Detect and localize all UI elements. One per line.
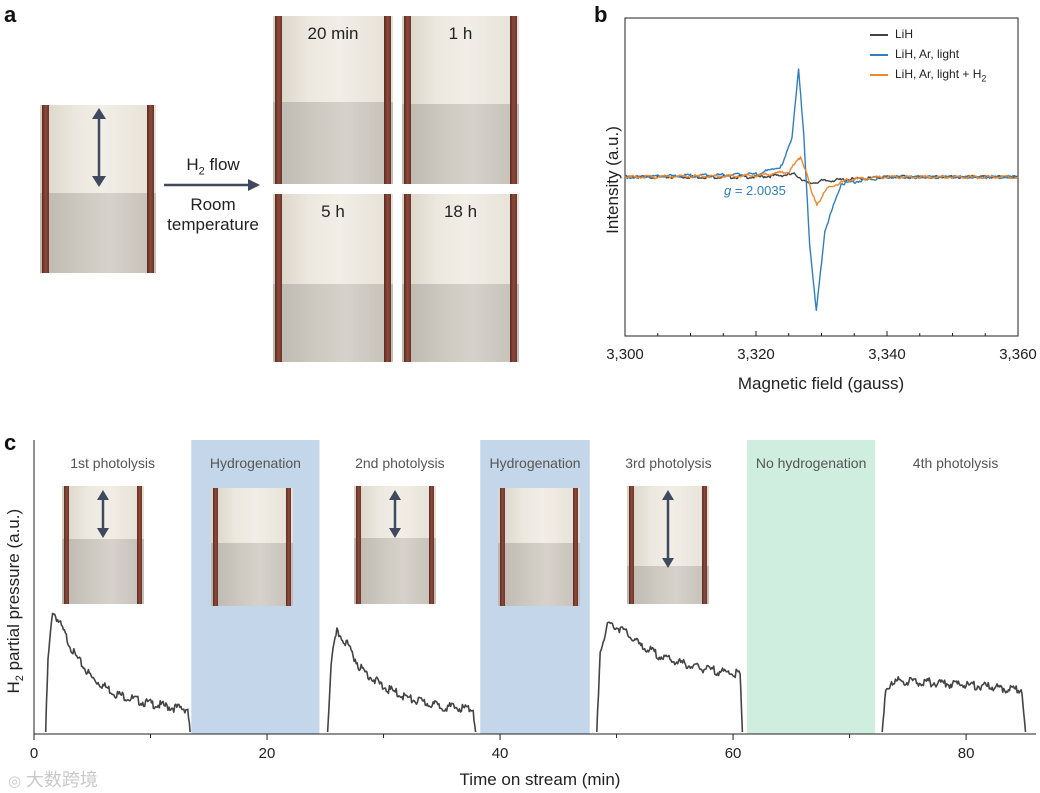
- panel-letter-c: c: [4, 430, 17, 455]
- c-xlabel: Time on stream (min): [459, 770, 621, 789]
- pressure-segment-3: [881, 676, 1027, 733]
- room-temperature-label: Room temperature: [167, 195, 259, 234]
- phase-band-5: [747, 440, 876, 734]
- phase-label-6: 4th photolysis: [912, 455, 999, 471]
- epr-xtick-0: 3,300: [606, 346, 644, 363]
- c-xtick-label-0: 0: [29, 745, 39, 762]
- c-ylabel: H2 partial pressure (a.u.): [3, 508, 27, 694]
- epr-xtick-3: 3,360: [999, 346, 1037, 363]
- tube-photo-18h: 18 h: [402, 194, 519, 362]
- panel-letter-b: b: [594, 2, 608, 27]
- legend-swatch-lih-ar-light-h2: [870, 74, 888, 76]
- h2-flow-label: H2 flow: [186, 155, 240, 178]
- initial-height-arrow: [92, 108, 260, 191]
- epr-xtick-1: 3,320: [737, 346, 775, 363]
- epr-series-2: [625, 156, 1019, 207]
- watermark-icon: ◎: [8, 772, 26, 790]
- epr-g-annotation: g = 2.0035: [724, 183, 786, 198]
- epr-xtick-2: 3,340: [868, 346, 906, 363]
- legend-label-lih-ar-light: LiH, Ar, light: [895, 47, 960, 61]
- phase-label-2: 2nd photolysis: [355, 455, 445, 471]
- epr-xlabel: Magnetic field (gauss): [737, 374, 905, 393]
- legend-swatch-lih-ar-light: [870, 54, 888, 56]
- legend-label-lih: LiH: [895, 27, 914, 41]
- c-xtick-label-3: 60: [724, 745, 742, 762]
- phase-label-1: Hydrogenation: [209, 455, 301, 471]
- photo-hydrogenation-2: [498, 488, 580, 606]
- epr-spectrum-chart: [624, 17, 1019, 337]
- panel-letter-a: a: [4, 2, 17, 27]
- tube-photo-20min: 20 min: [273, 16, 393, 184]
- watermark: ◎ 大数跨境: [8, 770, 98, 791]
- phase-label-0: 1st photolysis: [70, 455, 156, 471]
- pressure-segment-2: [596, 621, 744, 733]
- photo-1st-photolysis: [62, 486, 144, 604]
- legend-swatch-lih: [870, 34, 888, 36]
- legend-label-lih-ar-light-h2: LiH, Ar, light + H2: [895, 67, 987, 84]
- c-xtick-label-1: 20: [258, 745, 276, 762]
- tube-photo-1h: 1 h: [402, 16, 519, 184]
- photo-hydrogenation-1: [211, 488, 293, 606]
- phase-label-4: 3rd photolysis: [625, 455, 712, 471]
- phase-label-5: No hydrogenation: [755, 455, 867, 471]
- c-xtick-label-4: 80: [957, 745, 975, 762]
- c-xtick-label-2: 40: [491, 745, 509, 762]
- tube-photo-5h: 5 h: [273, 194, 393, 362]
- pressure-segment-1: [326, 627, 477, 733]
- phase-label-3: Hydrogenation: [489, 455, 581, 471]
- pressure-segment-0: [44, 612, 191, 733]
